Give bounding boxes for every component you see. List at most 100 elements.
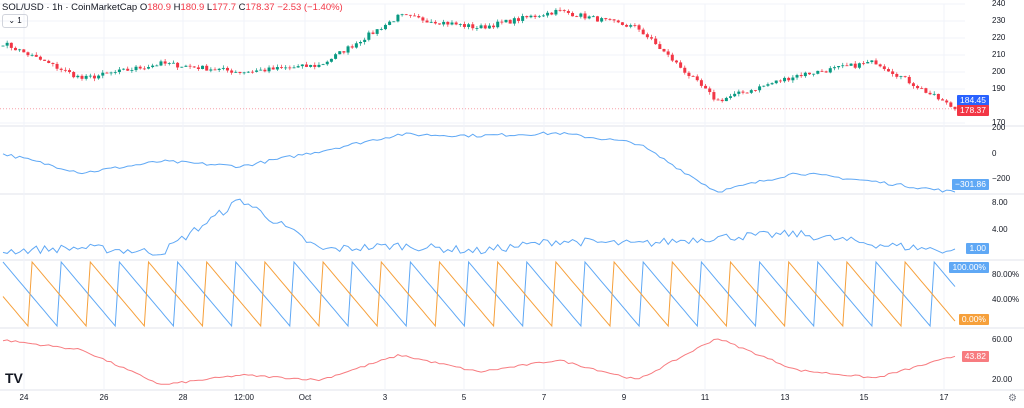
candle-body <box>246 71 250 73</box>
pane3-line <box>2 198 956 256</box>
candle-body <box>492 25 496 28</box>
last-price-tag: 184.45 <box>957 95 989 106</box>
candle-body <box>171 62 175 64</box>
candle-body <box>537 16 541 18</box>
candle-body <box>72 72 76 78</box>
candle-body <box>300 64 304 67</box>
candle-body <box>225 67 229 71</box>
candle-body <box>500 21 504 23</box>
candle-body <box>512 18 516 24</box>
candle-body <box>421 17 425 21</box>
candle-body <box>479 25 483 29</box>
price-tick: 200 <box>992 67 1006 76</box>
candle-body <box>625 24 629 27</box>
candle-body <box>34 54 38 57</box>
candle-body <box>259 69 263 71</box>
pane3-value-tag: 1.00 <box>966 243 989 254</box>
pane4-line-b <box>2 260 956 328</box>
candle-body <box>953 106 957 110</box>
candle-body <box>442 21 446 25</box>
candle-body <box>862 63 866 65</box>
candle-body <box>579 13 583 17</box>
candle-body <box>554 9 558 15</box>
candle-body <box>720 99 724 102</box>
candle-body <box>471 24 475 29</box>
gear-icon[interactable]: ⚙ <box>1008 393 1017 404</box>
candle-body <box>866 62 870 64</box>
x-axis-label: 3 <box>382 393 388 402</box>
candle-body <box>766 84 770 86</box>
candle-body <box>51 62 55 64</box>
pane5-line <box>2 338 956 385</box>
candle-body <box>799 75 803 77</box>
candle-body <box>654 38 658 45</box>
candle-body <box>267 67 271 72</box>
candle-body <box>791 77 795 81</box>
price-change: −2.53 (−1.40%) <box>277 2 343 13</box>
candle-body <box>5 42 9 46</box>
x-axis-label: 5 <box>461 393 467 402</box>
candle-body <box>117 69 121 73</box>
pane5-tick: 20.00 <box>992 375 1013 384</box>
candle-body <box>753 90 757 91</box>
x-axis-label: Oct <box>298 393 312 402</box>
candle-body <box>238 71 242 73</box>
candle-body <box>758 86 762 91</box>
candle-body <box>18 49 22 51</box>
candle-body <box>138 66 142 69</box>
candle-body <box>566 10 570 13</box>
pane4-value-tag-a: 100.00% <box>949 262 989 273</box>
candle-body <box>217 68 221 71</box>
candle-body <box>691 76 695 77</box>
candle-body <box>874 60 878 65</box>
candle-body <box>354 43 358 48</box>
candle-body <box>774 80 778 84</box>
candle-body <box>695 76 699 81</box>
symbol-label[interactable]: SOL/USD · 1h · CoinMarketCap <box>2 2 138 13</box>
pane3-tick: 8.00 <box>992 197 1008 207</box>
candle-body <box>76 75 80 78</box>
candle-body <box>250 71 254 73</box>
candle-body <box>446 21 450 25</box>
candle-body <box>878 64 882 67</box>
x-axis-label: 11 <box>700 393 710 402</box>
candle-body <box>699 80 703 86</box>
candle-body <box>213 69 217 71</box>
candle-body <box>304 64 308 67</box>
candle-body <box>907 76 911 84</box>
price-tick: 230 <box>992 16 1006 25</box>
candle-body <box>97 75 101 79</box>
candle-body <box>546 12 550 16</box>
candle-body <box>109 72 113 74</box>
candle-body <box>903 76 907 78</box>
candle-body <box>629 25 633 27</box>
candle-body <box>105 72 109 74</box>
candle-body <box>63 69 67 71</box>
candle-body <box>151 65 155 68</box>
candle-body <box>263 69 267 72</box>
collapse-button[interactable]: ⌄ 1 <box>2 14 28 28</box>
candle-body <box>674 60 678 63</box>
candle-body <box>13 47 17 51</box>
candle-body <box>812 73 816 75</box>
candle-body <box>891 71 895 74</box>
pane2-value-tag: −301.86 <box>952 179 989 190</box>
candle-body <box>375 29 379 34</box>
candle-body <box>280 67 284 68</box>
candle-body <box>475 28 479 29</box>
candle-body <box>916 86 920 89</box>
candle-body <box>242 72 246 74</box>
candle-body <box>201 65 205 70</box>
tradingview-logo[interactable]: TV <box>5 370 23 386</box>
price-tick: 220 <box>992 33 1006 42</box>
candle-body <box>122 68 126 70</box>
candle-body <box>192 66 196 68</box>
candle-body <box>716 99 720 101</box>
candle-body <box>92 75 96 79</box>
candle-body <box>562 10 566 11</box>
x-axis-label: 13 <box>780 393 790 402</box>
candle-body <box>571 12 575 17</box>
candle-body <box>275 67 279 70</box>
ohlc-low: 177.7 <box>212 2 236 13</box>
